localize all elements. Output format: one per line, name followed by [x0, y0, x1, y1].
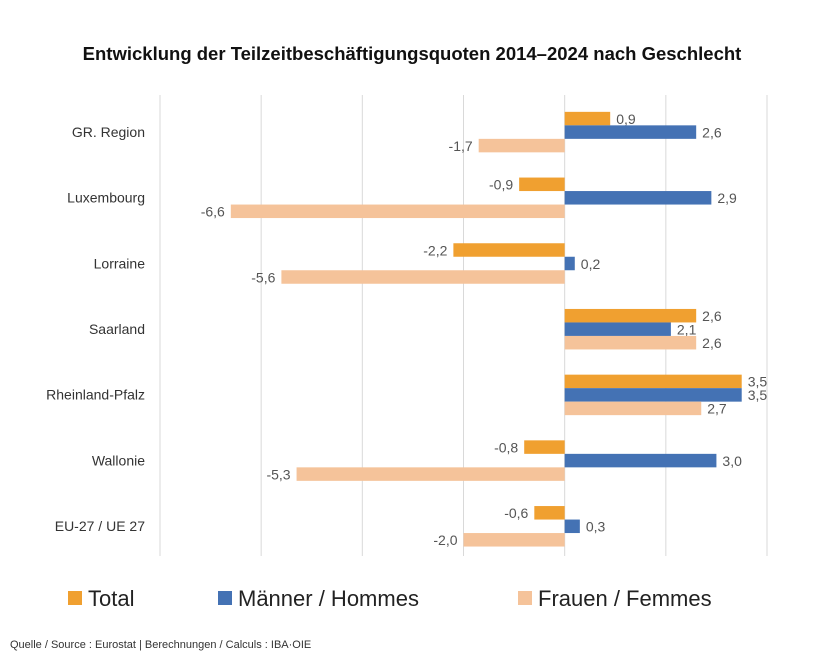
category-label: Saarland [89, 321, 145, 337]
bar [230, 204, 565, 219]
data-label: 0,9 [616, 111, 636, 127]
bar [564, 519, 580, 534]
category-label: Lorraine [94, 255, 146, 271]
legend-label: Total [88, 586, 134, 611]
category-label: GR. Region [72, 124, 145, 140]
legend-swatch [218, 591, 232, 605]
data-label: -5,3 [266, 466, 290, 482]
data-label: -0,6 [504, 505, 528, 521]
data-label: 0,3 [586, 519, 606, 535]
data-label: 2,6 [702, 335, 722, 351]
bar [564, 256, 575, 271]
bar [453, 243, 565, 257]
bar [564, 308, 697, 323]
legend-label: Männer / Hommes [238, 586, 419, 611]
bar [524, 440, 565, 454]
bar [281, 270, 565, 284]
bar [564, 374, 742, 389]
data-label: 2,1 [677, 321, 697, 337]
data-label: 3,0 [722, 453, 742, 469]
bar [463, 533, 565, 547]
data-label: 2,7 [707, 401, 727, 417]
bar [564, 401, 702, 416]
legend-swatch [518, 591, 532, 605]
bar [564, 388, 742, 402]
chart-title: Entwicklung der Teilzeitbeschäftigungsqu… [83, 43, 742, 64]
bar [296, 467, 565, 481]
source-note: Quelle / Source : Eurostat | Berechnunge… [10, 639, 311, 651]
category-label: EU-27 / UE 27 [55, 518, 145, 534]
bar [564, 125, 697, 139]
data-label: -2,0 [433, 532, 457, 548]
bar [564, 111, 611, 126]
data-label: -0,9 [489, 177, 513, 193]
legend-swatch [68, 591, 82, 605]
data-label: -2,2 [423, 242, 447, 258]
bar [534, 506, 565, 520]
data-label: -0,8 [494, 439, 518, 455]
data-label: 2,6 [702, 124, 722, 140]
bar [478, 138, 565, 153]
data-label: 0,2 [581, 256, 601, 272]
data-label: 3,5 [748, 387, 768, 403]
data-label: 2,6 [702, 308, 722, 324]
bar [519, 177, 565, 192]
data-label: -6,6 [201, 204, 225, 220]
data-label: 2,9 [717, 190, 737, 206]
legend-label: Frauen / Femmes [538, 586, 712, 611]
category-label: Rheinland-Pfalz [46, 387, 145, 403]
bar [564, 335, 697, 350]
category-label: Wallonie [92, 452, 145, 468]
bar [564, 191, 712, 205]
category-label: Luxembourg [67, 190, 145, 206]
data-label: -1,7 [449, 138, 473, 154]
bar [564, 453, 717, 468]
bar [564, 322, 671, 336]
data-label: -5,6 [251, 269, 275, 285]
data-label: 3,5 [748, 374, 768, 390]
